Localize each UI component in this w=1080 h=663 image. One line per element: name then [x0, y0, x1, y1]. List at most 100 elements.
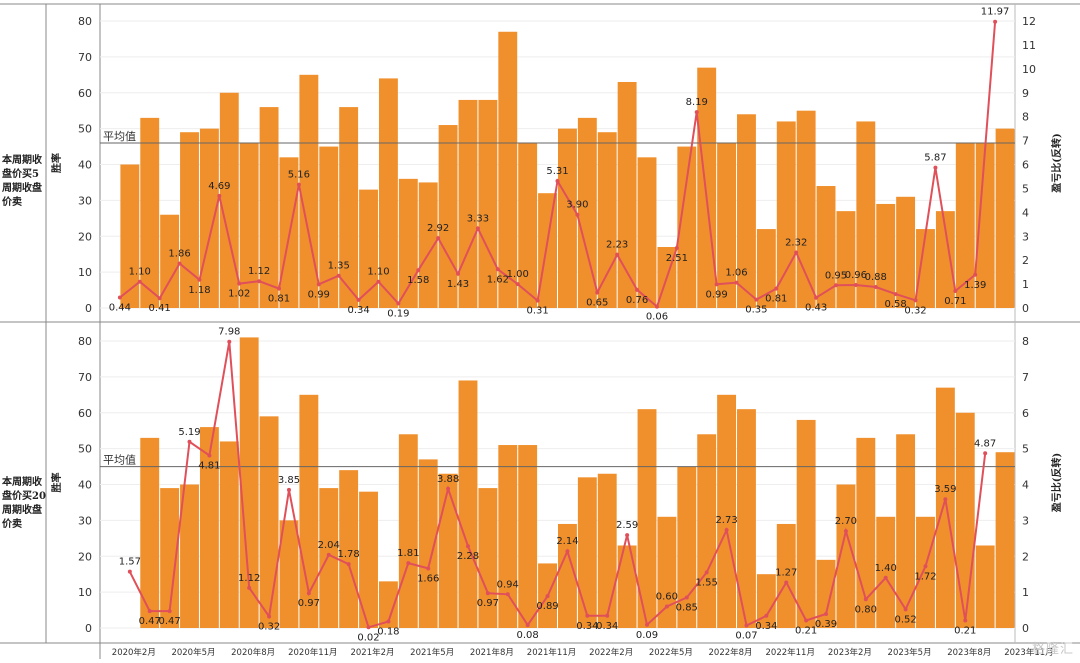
line-point	[366, 625, 371, 630]
line-data-label: 0.43	[805, 303, 827, 314]
line-data-label: 1.58	[407, 275, 429, 286]
line-point	[436, 236, 441, 241]
line-point	[306, 591, 311, 596]
x-tick-label: 2020年11月	[288, 647, 337, 658]
line-data-label: 0.39	[815, 619, 837, 630]
line-point	[734, 280, 739, 285]
line-point	[465, 544, 470, 549]
line-point	[386, 619, 391, 624]
line-data-label: 1.40	[875, 563, 897, 574]
line-data-label: 8.19	[686, 97, 708, 108]
line-data-label: 0.88	[865, 272, 887, 283]
line-data-label: 0.58	[885, 299, 907, 310]
line-data-label: 0.97	[298, 598, 320, 609]
left-tick-label: 70	[78, 371, 92, 384]
line-point	[286, 487, 291, 492]
line-series	[128, 341, 987, 629]
line-point	[794, 250, 799, 255]
line-data-label: 2.28	[457, 551, 479, 562]
line-data-label: 0.07	[735, 630, 757, 641]
line-data-label: 4.81	[198, 460, 220, 471]
line-point	[406, 561, 411, 566]
line-point	[137, 279, 142, 284]
line-data-label: 2.92	[427, 223, 449, 234]
line-data-label: 1.12	[248, 266, 270, 277]
line-point	[565, 549, 570, 554]
bar	[438, 125, 458, 308]
bar	[199, 128, 219, 308]
line-point	[963, 618, 968, 623]
line-point	[595, 290, 600, 295]
right-tick-label: 8	[1022, 111, 1029, 124]
left-tick-label: 10	[78, 586, 92, 599]
x-tick-label: 2023年2月	[828, 647, 872, 658]
bar	[219, 441, 239, 628]
bar	[259, 416, 279, 628]
line-data-label: 1.72	[914, 571, 936, 582]
line-data-label: 0.60	[656, 591, 678, 602]
line-data-label: 0.81	[765, 294, 787, 305]
line-point	[575, 212, 580, 217]
line-point	[645, 622, 650, 627]
line-data-label: 5.16	[288, 170, 310, 181]
line-point	[416, 268, 421, 273]
right-tick-label: 7	[1022, 371, 1029, 384]
line-point	[585, 613, 590, 618]
right-tick-label: 9	[1022, 87, 1029, 100]
line-data-label: 2.70	[835, 516, 857, 527]
bar	[418, 182, 438, 308]
line-point	[754, 297, 759, 302]
line-point	[764, 613, 769, 618]
bar	[697, 434, 717, 628]
line-point	[167, 609, 172, 614]
line-point	[843, 529, 848, 534]
line-data-label: 1.35	[328, 261, 350, 272]
line-data-label: 0.95	[825, 270, 847, 281]
bar	[756, 574, 776, 628]
line-data-label: 0.21	[954, 625, 976, 636]
left-tick-label: 80	[78, 15, 92, 28]
bar	[199, 427, 219, 628]
left-tick-label: 20	[78, 550, 92, 563]
bar	[438, 473, 458, 628]
line-data-label: 1.00	[507, 269, 529, 280]
bar	[876, 203, 896, 308]
bar	[935, 387, 955, 628]
bar	[955, 142, 975, 308]
bar	[637, 409, 657, 628]
bar	[319, 488, 339, 628]
bar	[418, 459, 438, 628]
line-data-label: 0.09	[636, 630, 658, 641]
line-data-label: 0.47	[158, 616, 180, 627]
right-tick-label: 1	[1022, 278, 1029, 291]
bar	[776, 523, 796, 628]
line-point	[883, 575, 888, 580]
line-data-label: 1.10	[367, 267, 389, 278]
line-point	[525, 623, 530, 628]
line-data-label: 0.76	[626, 295, 648, 306]
line-point	[674, 245, 679, 250]
right-tick-label: 3	[1022, 514, 1029, 527]
line-data-label: 0.02	[357, 632, 379, 643]
bar	[577, 477, 597, 628]
line-data-label: 1.55	[696, 577, 718, 588]
line-data-label: 3.88	[437, 474, 459, 485]
line-data-label: 2.04	[318, 540, 340, 551]
bar	[160, 488, 180, 628]
line-data-label: 1.18	[188, 285, 210, 296]
right-tick-label: 4	[1022, 206, 1029, 219]
line-point	[983, 451, 988, 456]
line-point	[943, 497, 948, 502]
line-data-label: 0.96	[845, 270, 867, 281]
line-point	[724, 528, 729, 533]
line-point	[117, 295, 122, 300]
bar	[896, 434, 916, 628]
bar	[378, 581, 398, 628]
line-point	[495, 267, 500, 272]
x-tick-label: 2023年8月	[947, 647, 991, 658]
right-tick-label: 5	[1022, 443, 1029, 456]
line-data-label: 2.23	[606, 240, 628, 251]
bar	[856, 121, 876, 308]
